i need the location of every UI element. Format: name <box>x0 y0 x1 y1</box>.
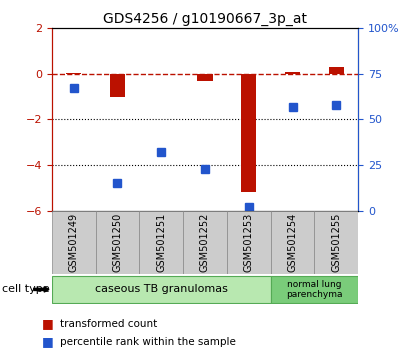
Text: GSM501255: GSM501255 <box>331 213 341 272</box>
Title: GDS4256 / g10190667_3p_at: GDS4256 / g10190667_3p_at <box>103 12 307 26</box>
Bar <box>329 67 344 74</box>
Bar <box>183 211 227 274</box>
Text: GSM501252: GSM501252 <box>200 213 210 272</box>
Text: ■: ■ <box>42 318 54 330</box>
Bar <box>271 276 358 303</box>
Bar <box>285 72 300 74</box>
Bar <box>314 211 358 274</box>
Bar <box>197 74 213 81</box>
Bar <box>52 276 271 303</box>
Text: GSM501251: GSM501251 <box>156 213 166 272</box>
Text: caseous TB granulomas: caseous TB granulomas <box>95 284 228 295</box>
Text: ■: ■ <box>42 335 54 348</box>
Bar <box>241 74 256 192</box>
Bar <box>110 74 125 97</box>
Text: transformed count: transformed count <box>60 319 157 329</box>
Bar <box>66 73 81 74</box>
Text: normal lung
parenchyma: normal lung parenchyma <box>286 280 343 299</box>
Text: percentile rank within the sample: percentile rank within the sample <box>60 337 236 347</box>
Text: cell type: cell type <box>2 284 50 295</box>
Text: GSM501250: GSM501250 <box>112 213 123 272</box>
Bar <box>52 211 96 274</box>
Bar <box>271 211 314 274</box>
Bar <box>139 211 183 274</box>
Text: GSM501253: GSM501253 <box>244 213 254 272</box>
Text: GSM501249: GSM501249 <box>68 213 79 272</box>
Bar <box>227 211 271 274</box>
Text: GSM501254: GSM501254 <box>287 213 298 272</box>
Bar <box>96 211 139 274</box>
